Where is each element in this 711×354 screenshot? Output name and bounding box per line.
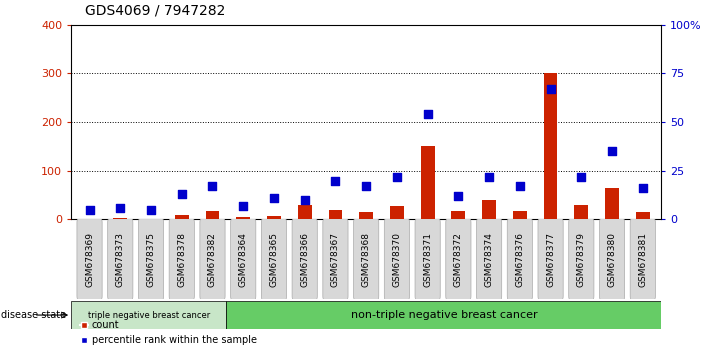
Point: [360, 183, 372, 189]
Text: GSM678379: GSM678379: [577, 232, 586, 287]
Bar: [636, 212, 650, 219]
Point: [483, 174, 495, 179]
FancyBboxPatch shape: [415, 219, 440, 300]
Bar: [205, 211, 220, 219]
Text: GSM678370: GSM678370: [392, 232, 402, 287]
Text: GSM678367: GSM678367: [331, 232, 340, 287]
Text: non-triple negative breast cancer: non-triple negative breast cancer: [351, 310, 537, 320]
Bar: [226, 301, 661, 329]
Text: GSM678369: GSM678369: [85, 232, 94, 287]
FancyBboxPatch shape: [353, 219, 379, 300]
Point: [299, 197, 311, 203]
Text: GSM678368: GSM678368: [362, 232, 370, 287]
Point: [453, 193, 464, 199]
Text: GSM678373: GSM678373: [116, 232, 124, 287]
FancyBboxPatch shape: [323, 219, 348, 300]
FancyBboxPatch shape: [200, 219, 225, 300]
Text: GSM678380: GSM678380: [608, 232, 616, 287]
Bar: [605, 188, 619, 219]
Point: [422, 112, 433, 117]
Bar: [328, 210, 342, 219]
Text: GSM678378: GSM678378: [177, 232, 186, 287]
Bar: [236, 217, 250, 219]
Text: GSM678381: GSM678381: [638, 232, 647, 287]
Bar: [267, 216, 281, 219]
Text: triple negative breast cancer: triple negative breast cancer: [87, 310, 210, 320]
FancyBboxPatch shape: [385, 219, 410, 300]
Bar: [482, 200, 496, 219]
Bar: [113, 218, 127, 219]
Text: GSM678377: GSM678377: [546, 232, 555, 287]
FancyBboxPatch shape: [569, 219, 594, 300]
Point: [545, 86, 556, 92]
Point: [637, 185, 648, 191]
Point: [514, 183, 525, 189]
Point: [237, 203, 249, 209]
Text: GSM678375: GSM678375: [146, 232, 156, 287]
Bar: [298, 205, 311, 219]
Bar: [359, 212, 373, 219]
Legend: count, percentile rank within the sample: count, percentile rank within the sample: [76, 316, 260, 349]
FancyBboxPatch shape: [169, 219, 194, 300]
Text: GSM678371: GSM678371: [423, 232, 432, 287]
Text: GSM678366: GSM678366: [300, 232, 309, 287]
FancyBboxPatch shape: [507, 219, 533, 300]
Point: [145, 207, 156, 212]
FancyBboxPatch shape: [107, 219, 133, 300]
FancyBboxPatch shape: [446, 219, 471, 300]
Bar: [544, 73, 557, 219]
FancyBboxPatch shape: [77, 219, 102, 300]
Bar: [451, 211, 465, 219]
Point: [576, 174, 587, 179]
Bar: [175, 215, 188, 219]
Bar: [513, 211, 527, 219]
Bar: [574, 205, 588, 219]
Text: GSM678372: GSM678372: [454, 232, 463, 287]
FancyBboxPatch shape: [230, 219, 256, 300]
FancyBboxPatch shape: [538, 219, 563, 300]
Bar: [390, 206, 404, 219]
Text: GDS4069 / 7947282: GDS4069 / 7947282: [85, 4, 225, 18]
Point: [268, 195, 279, 201]
Bar: [144, 218, 158, 219]
Text: GSM678376: GSM678376: [515, 232, 524, 287]
Point: [207, 183, 218, 189]
Text: GSM678382: GSM678382: [208, 232, 217, 287]
Point: [114, 205, 126, 211]
Point: [391, 174, 402, 179]
Text: GSM678365: GSM678365: [269, 232, 279, 287]
Bar: [82, 218, 97, 219]
Point: [330, 178, 341, 183]
FancyBboxPatch shape: [476, 219, 502, 300]
Text: GSM678364: GSM678364: [239, 232, 247, 287]
Text: GSM678374: GSM678374: [485, 232, 493, 287]
FancyBboxPatch shape: [139, 219, 164, 300]
FancyBboxPatch shape: [262, 219, 287, 300]
FancyBboxPatch shape: [630, 219, 656, 300]
Bar: [71, 301, 226, 329]
Bar: [421, 147, 434, 219]
Point: [606, 149, 618, 154]
Point: [84, 207, 95, 212]
Point: [176, 191, 188, 197]
FancyBboxPatch shape: [599, 219, 625, 300]
Text: disease state: disease state: [1, 310, 66, 320]
FancyBboxPatch shape: [292, 219, 317, 300]
